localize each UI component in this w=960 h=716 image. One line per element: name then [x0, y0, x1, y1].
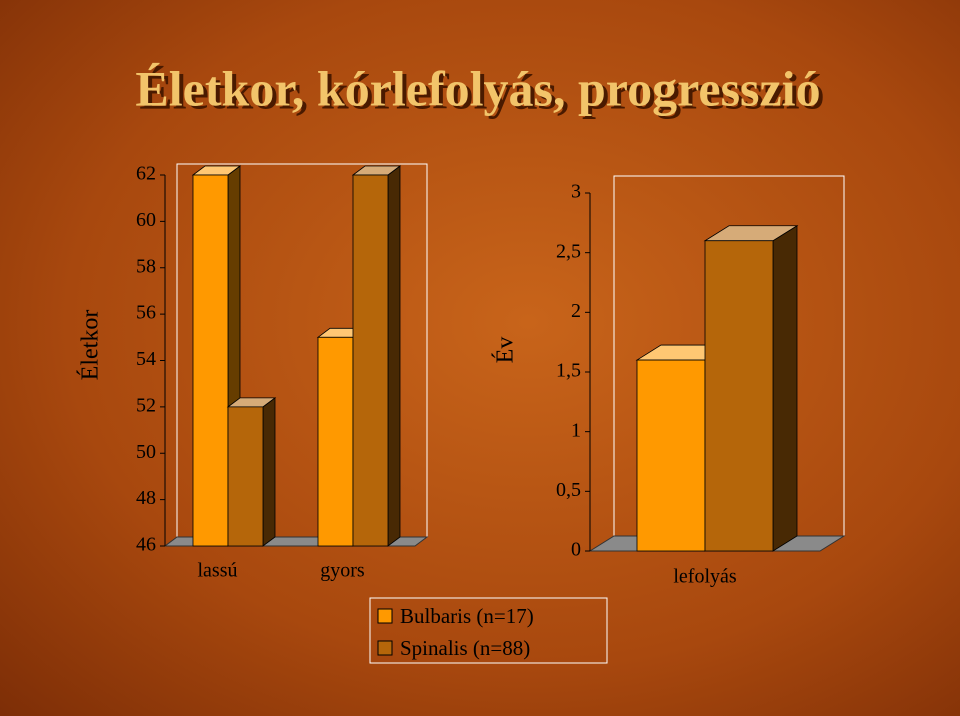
x-tick-label: lassú: [198, 560, 238, 582]
bar: [226, 397, 277, 547]
y-tick-label: 2: [571, 300, 581, 322]
y-tick-label: 50: [136, 441, 156, 463]
title-shadow: Életkor, kórlefolyás, progresszió: [139, 63, 824, 119]
y-tick-label: 46: [136, 534, 156, 556]
legend-swatch: [377, 640, 393, 656]
back-wall: [176, 163, 428, 537]
bar: [191, 165, 242, 547]
y-axis-title: Életkor: [78, 310, 104, 381]
legend-label: Bulbaris (n=17): [400, 604, 534, 628]
y-tick-label: 62: [136, 163, 156, 185]
y-tick-label: 1: [571, 419, 581, 441]
y-tick-label: 48: [136, 487, 156, 509]
bar-side: [772, 225, 798, 552]
y-tick-label: 54: [136, 348, 156, 370]
y-tick-label: 52: [136, 394, 156, 416]
bar: [351, 165, 402, 547]
y-tick-label: 0: [571, 539, 581, 561]
y-tick-label: 0,5: [556, 479, 581, 501]
y-tick-label: 58: [136, 255, 156, 277]
bar-side: [387, 165, 401, 547]
legend-label: Spinalis (n=88): [400, 636, 530, 660]
y-tick-label: 2,5: [556, 240, 581, 262]
y-tick-label: 3: [571, 181, 581, 203]
bar-front: [352, 174, 389, 547]
legend-box: [369, 597, 608, 664]
slide-title: Életkor, kórlefolyás, progresszió: [135, 60, 820, 116]
bar-side: [262, 397, 276, 547]
y-tick-label: 56: [136, 302, 156, 324]
legend-swatch: [377, 608, 393, 624]
bar-front: [317, 336, 354, 547]
y-tick-label: 60: [136, 209, 156, 231]
y-axis-title: Év: [493, 337, 519, 364]
bar-front: [227, 406, 264, 547]
x-tick-label: gyors: [320, 560, 365, 582]
bar-front: [704, 240, 774, 552]
x-tick-label: lefolyás: [673, 566, 737, 588]
y-tick-label: 1,5: [556, 360, 581, 382]
bar-front: [636, 359, 706, 552]
bar: [703, 225, 799, 552]
back-wall: [613, 175, 845, 536]
bar-front: [192, 174, 229, 547]
